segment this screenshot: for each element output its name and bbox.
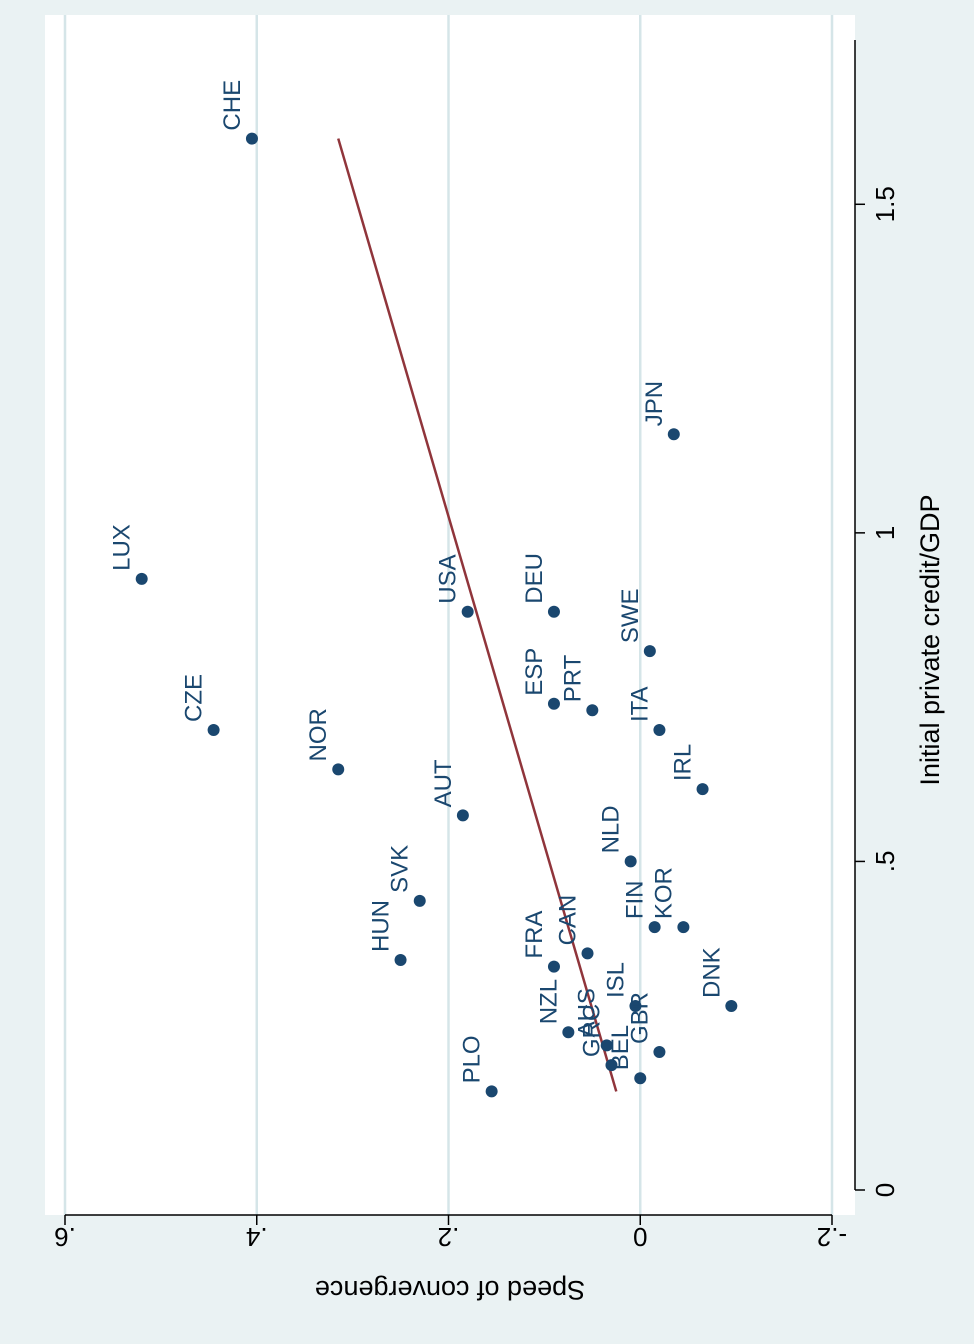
data-point bbox=[629, 1000, 642, 1012]
y-tick-label: .4 bbox=[246, 1222, 268, 1252]
x-axis-label: Initial private credit/GDP bbox=[915, 494, 945, 785]
point-label: ESP bbox=[521, 648, 548, 696]
fit-line bbox=[337, 138, 618, 1092]
data-point bbox=[600, 1039, 613, 1052]
data-point bbox=[456, 809, 469, 822]
data-point bbox=[207, 724, 220, 736]
point-label: USA bbox=[435, 554, 462, 603]
point-label: CZE bbox=[181, 674, 208, 722]
y-tick-label: -.2 bbox=[817, 1222, 847, 1252]
point-label: SVK bbox=[387, 845, 414, 893]
point-label: AUS bbox=[574, 988, 601, 1037]
y-tick-label: .6 bbox=[54, 1222, 76, 1252]
point-label: PRT bbox=[559, 654, 586, 702]
point-label: PLO bbox=[459, 1035, 486, 1083]
x-tick-label: .5 bbox=[870, 851, 900, 873]
data-point bbox=[586, 704, 599, 717]
point-label: AUT bbox=[430, 759, 457, 807]
data-point bbox=[547, 960, 560, 973]
y-tick-label: 0 bbox=[633, 1222, 647, 1252]
data-point bbox=[624, 855, 637, 868]
data-point bbox=[394, 954, 407, 966]
data-point bbox=[643, 645, 656, 658]
point-label: GBR bbox=[626, 992, 653, 1044]
grid-lines bbox=[63, 15, 834, 1215]
data-point bbox=[725, 1000, 738, 1012]
point-label: NZL bbox=[535, 979, 562, 1024]
fit-line-group bbox=[337, 138, 618, 1092]
data-point bbox=[562, 1026, 575, 1039]
point-label: IRL bbox=[670, 744, 697, 781]
data-point bbox=[696, 783, 709, 796]
data-point bbox=[547, 605, 560, 618]
data-point bbox=[677, 921, 690, 934]
point-label: ITA bbox=[626, 686, 653, 722]
point-label: BEL bbox=[607, 1025, 634, 1070]
data-points: CHE LUX CZE NOR JPN USA DEU SWE ESP PRT ITA AUT IRL N… bbox=[109, 80, 738, 1098]
y-tick-label: .2 bbox=[438, 1222, 460, 1252]
data-point bbox=[245, 132, 258, 145]
plot-area bbox=[45, 15, 855, 1215]
point-label: JPN bbox=[641, 381, 668, 426]
data-point bbox=[605, 1059, 618, 1072]
data-point bbox=[547, 697, 560, 710]
point-label: DNK bbox=[698, 947, 725, 998]
y-axis-label: Speed of convergence bbox=[315, 1275, 585, 1305]
point-label: ISL bbox=[602, 962, 629, 998]
data-point bbox=[581, 947, 594, 960]
x-tick-label: 1 bbox=[870, 526, 900, 540]
data-point bbox=[485, 1085, 498, 1098]
point-label: FRA bbox=[521, 911, 548, 959]
data-point bbox=[653, 1046, 666, 1058]
point-label: CAN bbox=[555, 895, 582, 946]
point-label: KOR bbox=[650, 867, 677, 919]
data-point bbox=[332, 763, 345, 776]
point-label: DEU bbox=[521, 553, 548, 604]
x-tick-label: 0 bbox=[870, 1183, 900, 1197]
data-point bbox=[413, 894, 426, 907]
point-label: CHE bbox=[219, 80, 246, 131]
point-label: NLD bbox=[598, 805, 625, 853]
data-point bbox=[667, 428, 680, 441]
data-point bbox=[648, 921, 661, 934]
point-label: LUX bbox=[109, 524, 136, 571]
data-point bbox=[653, 724, 666, 736]
point-label: FIN bbox=[622, 880, 649, 919]
data-point bbox=[634, 1072, 647, 1085]
point-label: HUN bbox=[368, 900, 395, 952]
data-point bbox=[135, 572, 148, 585]
x-tick-label: 1.5 bbox=[870, 186, 900, 222]
axes: 0 .5 1 1.5 -.2 0 .2 .4 .6 bbox=[54, 40, 900, 1252]
point-label: NOR bbox=[305, 708, 332, 761]
data-point bbox=[461, 605, 474, 618]
point-label: SWE bbox=[617, 588, 644, 643]
point-label: GRC bbox=[578, 1004, 605, 1057]
